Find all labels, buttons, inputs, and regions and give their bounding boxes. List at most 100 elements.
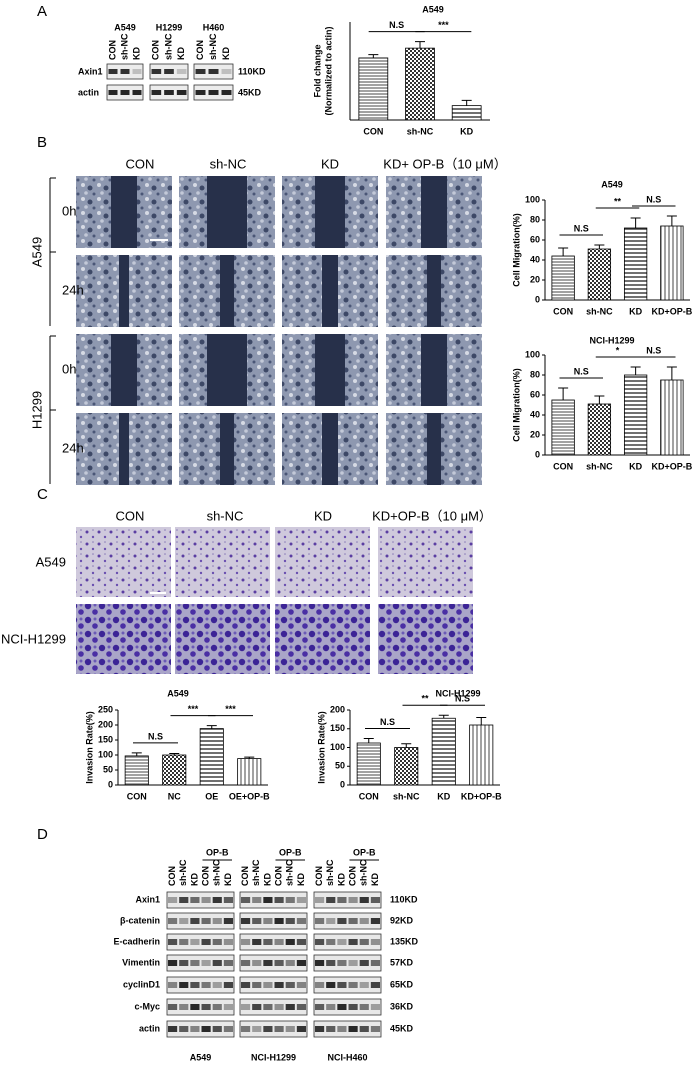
protein-label: β-catenin — [120, 915, 160, 925]
blot-band — [285, 960, 295, 966]
lane-label: sh-NC — [359, 859, 369, 886]
blot-band — [132, 69, 142, 74]
blot-band — [190, 939, 200, 945]
lane-label: KD — [223, 873, 233, 886]
blot-band — [263, 897, 273, 903]
bar — [356, 742, 381, 786]
blot-band — [252, 1004, 262, 1010]
blot-band — [348, 982, 358, 988]
condition-label: CON — [116, 508, 145, 523]
lane-label: KD — [262, 873, 272, 886]
x-tick-label: KD — [629, 461, 642, 471]
micrograph — [275, 527, 370, 597]
panel-label: C — [37, 486, 48, 503]
blot-band — [296, 982, 306, 988]
error-bar — [630, 217, 641, 228]
blot-band — [252, 918, 262, 924]
scratch-gap — [207, 334, 247, 406]
condition-label: KD — [314, 508, 332, 523]
blot-band — [241, 918, 251, 924]
blot-image — [239, 933, 308, 951]
blot-band — [337, 1026, 347, 1032]
treatment-label: OP-B — [206, 847, 229, 857]
blot-band — [179, 897, 189, 903]
significance-label: N.S — [148, 731, 163, 741]
bar — [587, 248, 612, 301]
blot-band — [296, 1026, 306, 1032]
treatment-label: OP-B — [279, 847, 302, 857]
error-bar — [363, 738, 374, 743]
protein-label: Axin1 — [78, 66, 103, 76]
blot-image — [313, 998, 382, 1016]
blot-band — [263, 1004, 273, 1010]
blot-image — [166, 1020, 235, 1038]
blot-band — [274, 918, 284, 924]
x-tick-label: KD+OP-B — [651, 461, 692, 471]
blot-band — [337, 982, 347, 988]
lane-label: KD — [176, 47, 186, 60]
blot-band — [212, 897, 222, 903]
cell-line-label: NCI-H460 — [327, 1052, 367, 1062]
y-tick-label: 0 — [535, 449, 540, 459]
error-bar — [558, 247, 569, 256]
error-bar — [594, 244, 605, 249]
significance-label: N.S — [389, 20, 404, 30]
lane-label: KD — [370, 873, 380, 886]
blot-band — [168, 982, 178, 988]
blot-band — [201, 1026, 211, 1032]
blot-band — [179, 1004, 189, 1010]
time-label: 0h — [62, 361, 76, 376]
blot-band — [221, 90, 232, 95]
blot-band — [223, 982, 233, 988]
size-label: 110KD — [238, 66, 266, 76]
blot-band — [212, 1004, 222, 1010]
significance-label: N.S — [380, 717, 395, 727]
blot-band — [285, 897, 295, 903]
x-tick-label: NC — [168, 791, 181, 801]
blot-band — [296, 918, 306, 924]
blot-image — [239, 912, 308, 930]
y-axis-label: Invasion Rate(%) — [84, 711, 94, 784]
blot-band — [223, 897, 233, 903]
blot-band — [252, 1026, 262, 1032]
lane-label: CON — [314, 866, 324, 886]
scratch-gap — [119, 255, 129, 327]
scratch-gap — [421, 176, 447, 248]
blot-band — [179, 1026, 189, 1032]
x-tick-label: CON — [363, 126, 383, 136]
blot-band — [241, 897, 251, 903]
condition-label: KD+ OP-B（10 μM） — [383, 156, 506, 171]
protein-label: Vimentin — [122, 957, 160, 967]
blot-band — [274, 1004, 284, 1010]
bar — [660, 225, 684, 301]
blot-band — [176, 90, 187, 95]
blot-image — [166, 912, 235, 930]
micrograph — [378, 604, 473, 674]
x-tick-label: KD+OP-B — [461, 791, 502, 801]
bar — [237, 758, 262, 786]
protein-label: c-Myc — [134, 1001, 160, 1011]
micrograph — [76, 527, 171, 597]
blot-band — [263, 1026, 273, 1032]
size-label: 36KD — [390, 1001, 414, 1011]
bar — [660, 379, 684, 456]
significance-label: N.S — [455, 694, 470, 704]
blot-band — [359, 1026, 369, 1032]
blot-band — [359, 1004, 369, 1010]
blot-image — [166, 933, 235, 951]
blot-band — [370, 939, 380, 945]
condition-label: KD — [321, 156, 339, 171]
y-tick-label: 50 — [335, 761, 345, 771]
blot-band — [168, 939, 178, 945]
protein-label: E-cadherin — [113, 936, 160, 946]
y-tick-label: 0 — [535, 294, 540, 304]
blot-image — [313, 976, 382, 994]
lane-label: KD — [189, 873, 199, 886]
scratch-gap — [427, 255, 441, 327]
size-label: 45KD — [238, 87, 262, 97]
y-tick-label: 40 — [530, 254, 540, 264]
blot-image — [313, 1020, 382, 1038]
blot-band — [201, 897, 211, 903]
blot-band — [212, 918, 222, 924]
size-label: 45KD — [390, 1023, 414, 1033]
